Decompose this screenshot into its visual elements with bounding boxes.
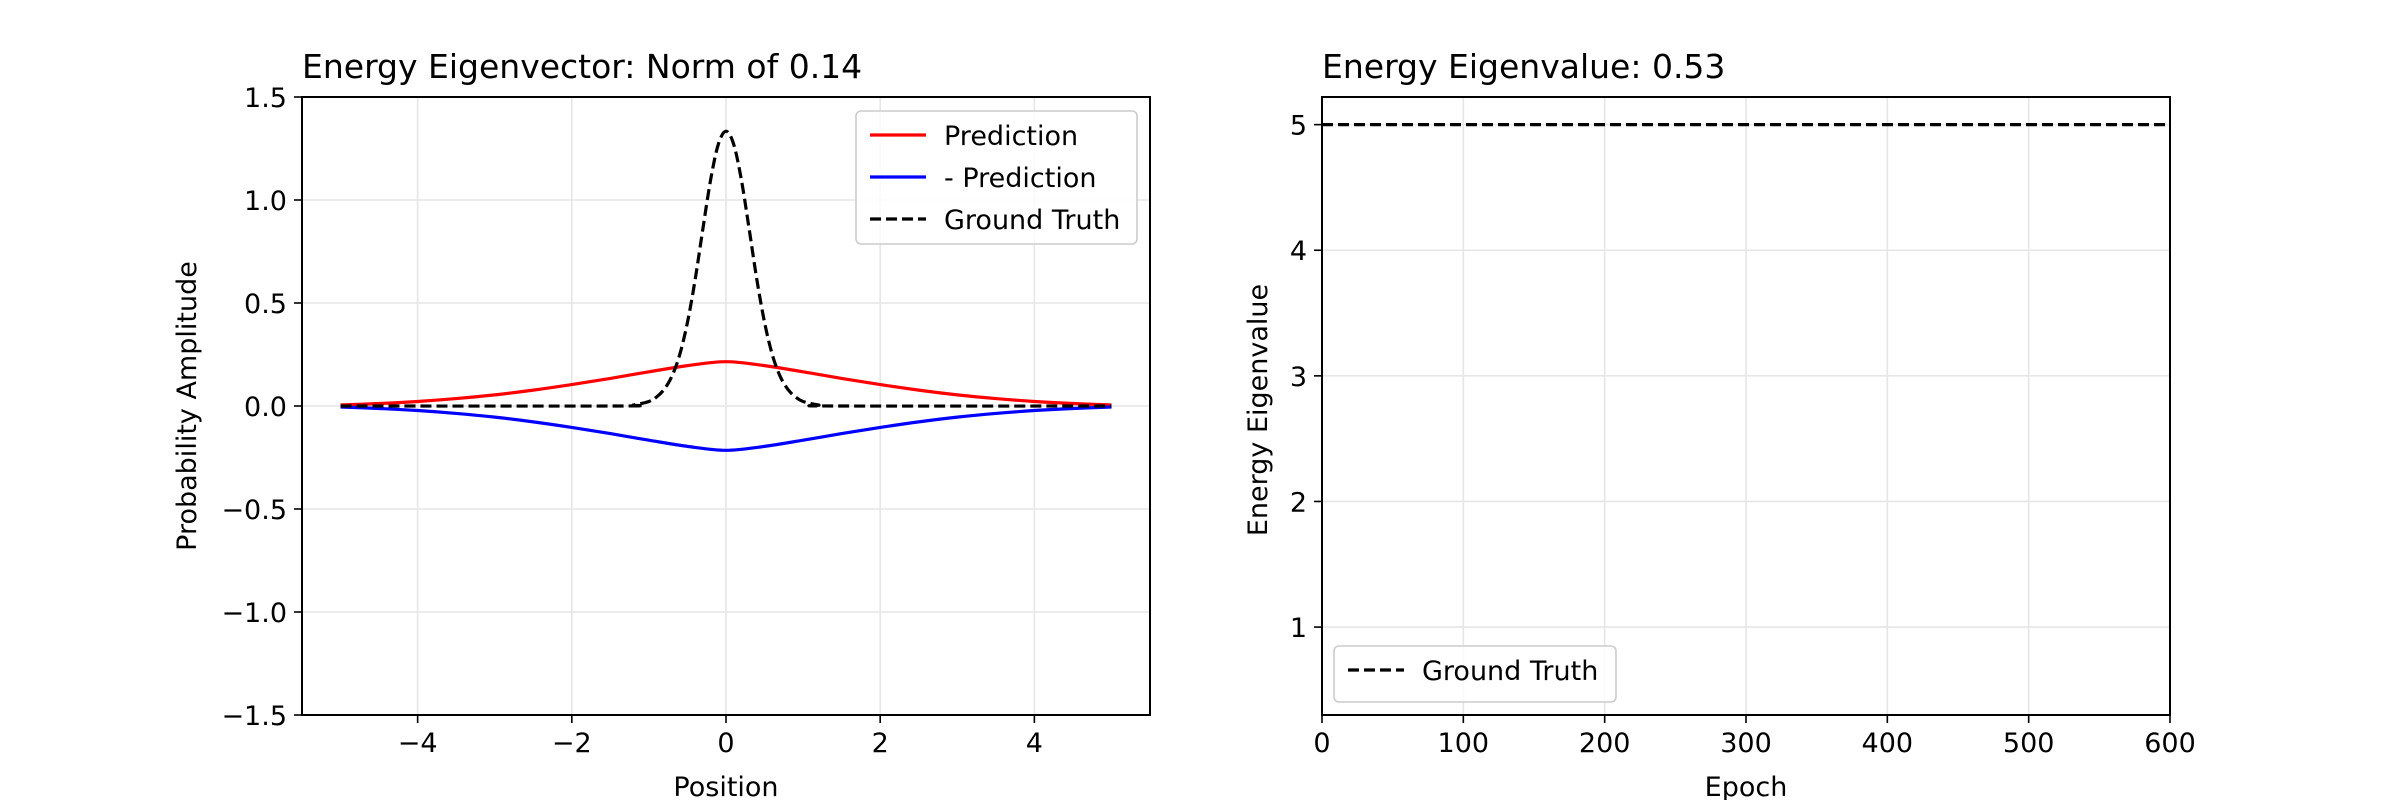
eigenvector-series-line-0 [340, 360, 1112, 407]
eigenvalue-y-ticks: 1 2 3 4 5 [1290, 111, 1322, 644]
eigenvalue-legend-label-0: Ground Truth [1422, 656, 1598, 687]
eigenvector-y-tick-label: −1.5 [221, 701, 287, 732]
eigenvector-y-tick-label: −0.5 [221, 495, 287, 526]
eigenvalue-grid [1321, 97, 2171, 715]
eigenvector-series-line-1 [340, 405, 1112, 452]
eigenvector-legend: Prediction - Prediction Ground Truth [855, 110, 1138, 245]
eigenvector-y-tick-label: 1.0 [244, 186, 287, 217]
eigenvector-legend-label-0: Prediction [944, 121, 1078, 152]
eigenvector-panel: −4 −2 0 2 4 −1.5 −1.0 −0.5 0.0 0.5 1.0 1.5 Energy … [172, 47, 1151, 803]
eigenvector-y-tick-label: 0.0 [244, 392, 287, 423]
eigenvector-x-tick-label: −4 [398, 728, 438, 759]
eigenvalue-y-tick-label: 4 [1290, 236, 1307, 267]
eigenvector-x-tick-label: −2 [552, 728, 592, 759]
eigenvector-y-tick-label: 0.5 [244, 289, 287, 320]
eigenvector-x-tick-label: 4 [1026, 728, 1043, 759]
eigenvector-y-axis-label: Probability Amplitude [172, 261, 203, 551]
eigenvalue-panel: 0 100 200 300 400 500 600 1 2 3 4 5 Energy Eigenva… [1243, 47, 2196, 803]
eigenvalue-y-tick-label: 3 [1290, 362, 1307, 393]
eigenvector-plot-area [340, 129, 1112, 452]
eigenvector-legend-label-2: Ground Truth [944, 205, 1120, 236]
eigenvalue-legend: Ground Truth [1333, 645, 1617, 703]
eigenvalue-x-tick-label: 600 [2144, 728, 2196, 759]
eigenvector-x-axis-label: Position [673, 772, 778, 800]
eigenvalue-y-tick-label: 5 [1290, 111, 1307, 142]
eigenvector-title: Energy Eigenvector: Norm of 0.14 [302, 47, 862, 86]
eigenvector-series-line-2 [340, 129, 1112, 408]
eigenvector-y-tick-label: −1.0 [221, 598, 287, 629]
eigenvector-legend-label-1: - Prediction [944, 163, 1096, 194]
eigenvalue-x-tick-label: 400 [1862, 728, 1914, 759]
eigenvalue-x-axis-label: Epoch [1705, 772, 1788, 800]
eigenvalue-x-tick-label: 0 [1313, 728, 1330, 759]
eigenvalue-x-tick-label: 200 [1579, 728, 1631, 759]
eigenvector-x-ticks: −4 −2 0 2 4 [398, 715, 1043, 759]
eigenvector-x-tick-label: 2 [872, 728, 889, 759]
eigenvector-legend-box [855, 110, 1138, 245]
eigenvalue-legend-box [1333, 645, 1617, 703]
eigenvector-x-tick-label: 0 [717, 728, 734, 759]
eigenvector-y-ticks: −1.5 −1.0 −0.5 0.0 0.5 1.0 1.5 [221, 83, 302, 732]
eigenvalue-x-tick-label: 100 [1438, 728, 1490, 759]
eigenvector-y-tick-label: 1.5 [244, 83, 287, 114]
eigenvalue-x-tick-label: 500 [2003, 728, 2055, 759]
eigenvalue-x-tick-label: 300 [1720, 728, 1772, 759]
eigenvalue-title: Energy Eigenvalue: 0.53 [1322, 47, 1725, 86]
eigenvalue-y-tick-label: 2 [1290, 487, 1307, 518]
eigenvalue-y-tick-label: 1 [1290, 613, 1307, 644]
eigenvalue-x-ticks: 0 100 200 300 400 500 600 [1313, 715, 2196, 759]
eigenvalue-y-axis-label: Energy Eigenvalue [1243, 284, 1274, 536]
